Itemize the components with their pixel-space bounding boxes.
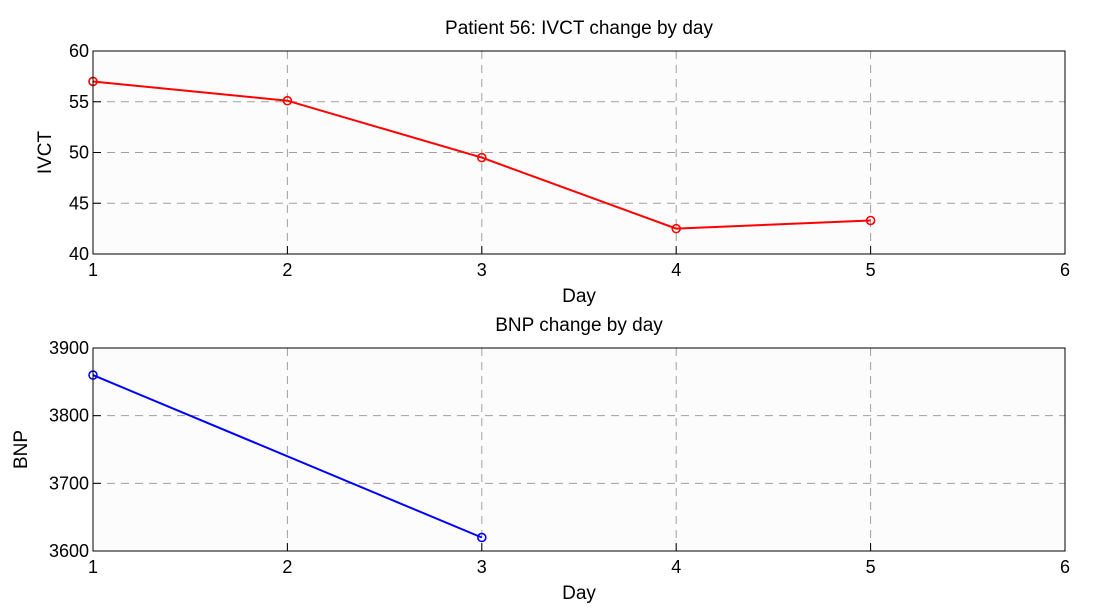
ivct-x-tick-label: 5 bbox=[866, 260, 876, 280]
bnp-x-tick-label: 4 bbox=[671, 557, 681, 577]
bnp-x-tick-label: 6 bbox=[1060, 557, 1070, 577]
bnp-plot-area bbox=[93, 348, 1065, 551]
bnp-y-axis-label: BNP bbox=[11, 430, 32, 469]
ivct-x-tick-label: 4 bbox=[671, 260, 681, 280]
ivct-data-point bbox=[671, 223, 682, 234]
ivct-y-axis-label: IVCT bbox=[35, 130, 56, 174]
bnp-axes-frame bbox=[92, 347, 1066, 552]
bnp-y-tick-label: 3600 bbox=[49, 541, 89, 561]
bnp-series-line bbox=[92, 374, 483, 539]
bnp-grid bbox=[93, 348, 1065, 551]
ivct-plot-area bbox=[93, 51, 1065, 254]
ivct-data-point bbox=[865, 215, 876, 226]
ivct-series-line bbox=[92, 80, 871, 230]
ivct-grid bbox=[93, 51, 1065, 254]
bnp-chart-title: BNP change by day bbox=[495, 315, 663, 336]
ivct-y-tick-label: 40 bbox=[69, 244, 89, 264]
ivct-chart-title: Patient 56: IVCT change by day bbox=[445, 18, 713, 39]
ivct-y-tick-label: 60 bbox=[69, 41, 89, 61]
bnp-chart: 1 2 3 4 5 6 3600 3700 3800 3900 BNP change by day… bbox=[11, 315, 1070, 604]
bnp-y-tick-label: 3800 bbox=[49, 406, 89, 426]
ivct-y-tick-label: 50 bbox=[69, 143, 89, 163]
ivct-x-tick-label: 2 bbox=[282, 260, 292, 280]
bnp-y-tick-label: 3700 bbox=[49, 473, 89, 493]
bnp-x-axis-label: Day bbox=[562, 583, 596, 604]
bnp-x-tick-label: 2 bbox=[282, 557, 292, 577]
ivct-x-tick-label: 1 bbox=[88, 260, 98, 280]
bnp-x-tick-label: 5 bbox=[866, 557, 876, 577]
bnp-x-tick-label: 3 bbox=[477, 557, 487, 577]
ivct-y-tick-label: 45 bbox=[69, 193, 89, 213]
bnp-data-point bbox=[476, 532, 487, 543]
bnp-tick-labels: 1 2 3 4 5 6 3600 3700 3800 3900 bbox=[49, 338, 1070, 577]
ivct-data-point bbox=[282, 95, 293, 106]
ivct-x-tick-label: 3 bbox=[477, 260, 487, 280]
ivct-axes-frame bbox=[92, 50, 1066, 255]
bnp-y-tick-label: 3900 bbox=[49, 338, 89, 358]
ivct-y-tick-label: 55 bbox=[69, 92, 89, 112]
ivct-data-point bbox=[476, 152, 487, 163]
ivct-x-tick-label: 6 bbox=[1060, 260, 1070, 280]
bnp-x-tick-label: 1 bbox=[88, 557, 98, 577]
ivct-x-axis-label: Day bbox=[562, 286, 596, 307]
